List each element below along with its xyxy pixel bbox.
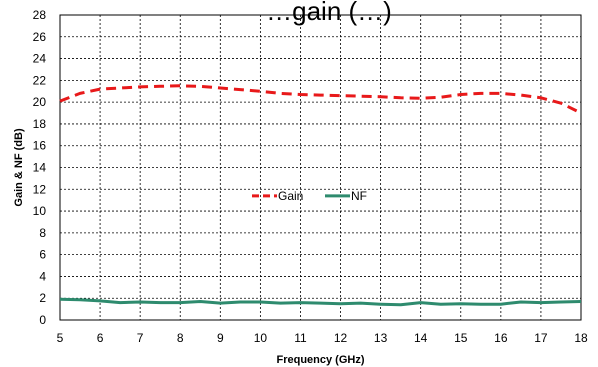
y-tick-label: 28 [33, 8, 47, 22]
y-tick-label: 20 [33, 95, 47, 109]
chart-title: …gain (…) [266, 0, 392, 26]
legend: Gain NF [252, 189, 367, 203]
x-tick-label: 15 [454, 331, 468, 345]
y-axis-label: Gain & NF (dB) [13, 128, 25, 207]
x-tick-label: 7 [137, 331, 144, 345]
y-tick-label: 22 [33, 73, 47, 87]
x-tick-label: 16 [494, 331, 508, 345]
y-tick-label: 8 [39, 226, 46, 240]
x-tick-label: 12 [334, 331, 348, 345]
y-tick-label: 12 [33, 182, 47, 196]
x-tick-label: 9 [217, 331, 224, 345]
y-tick-label: 24 [33, 52, 47, 66]
x-tick-label: 6 [97, 331, 104, 345]
x-tick-label: 5 [57, 331, 64, 345]
series-line-gain [60, 86, 581, 113]
y-tick-label: 6 [39, 248, 46, 262]
y-tick-label: 26 [33, 30, 47, 44]
series-line-nf [60, 299, 581, 305]
y-tick-label: 2 [39, 291, 46, 305]
x-tick-label: 11 [294, 331, 307, 345]
y-tick-label: 0 [39, 313, 46, 327]
legend-label-nf: NF [351, 189, 367, 203]
x-tick-label: 8 [177, 331, 184, 345]
x-tick-label: 14 [414, 331, 428, 345]
x-tick-label: 13 [374, 331, 388, 345]
x-tick-label: 17 [534, 331, 548, 345]
y-tick-label: 14 [33, 161, 47, 175]
y-tick-label: 4 [39, 269, 46, 283]
x-tick-label: 18 [574, 331, 588, 345]
x-tick-label: 10 [254, 331, 268, 345]
grid [60, 15, 581, 320]
y-tick-label: 10 [33, 204, 47, 218]
y-tick-label: 16 [33, 139, 47, 153]
legend-label-gain: Gain [278, 189, 303, 203]
series-layer [60, 86, 581, 305]
x-axis-ticks: 5 6 7 8 9 10 11 12 13 14 15 16 17 18 [57, 331, 588, 345]
x-axis-label: Frequency (GHz) [276, 354, 364, 366]
y-tick-label: 18 [33, 117, 47, 131]
